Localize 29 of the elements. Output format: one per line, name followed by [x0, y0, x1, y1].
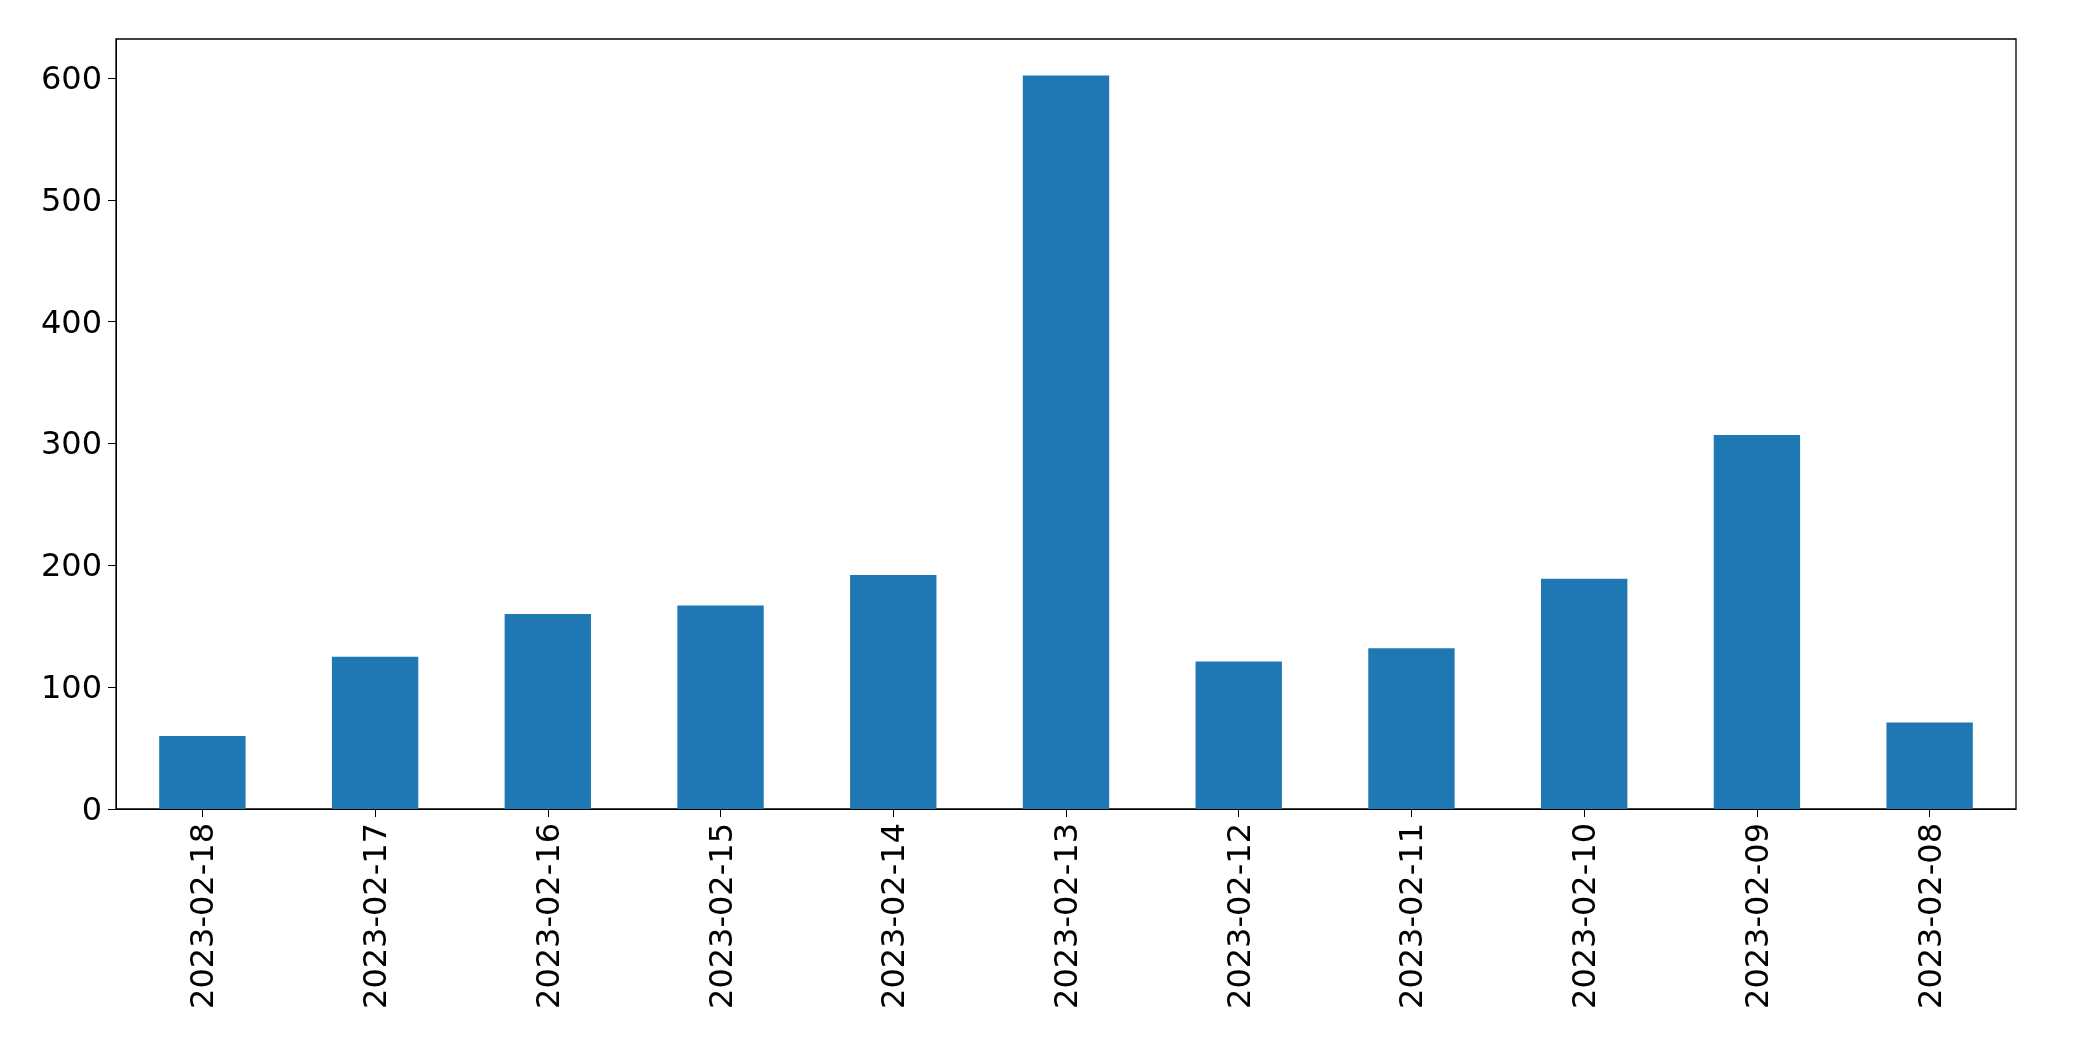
- y-tick-label: 200: [40, 546, 102, 585]
- x-tick-label: 2023-02-08: [1910, 823, 1949, 1009]
- x-tick-label: 2023-02-18: [183, 823, 222, 1009]
- bar: [1541, 578, 1628, 809]
- bar: [1713, 434, 1801, 809]
- x-tick-label: 2023-02-10: [1565, 823, 1604, 1009]
- x-tick-label: 2023-02-17: [356, 823, 395, 1009]
- bar: [1195, 661, 1282, 809]
- x-tick-label: 2023-02-16: [528, 823, 567, 1009]
- bar: [331, 656, 419, 809]
- y-tick-label: 300: [40, 424, 102, 463]
- bar: [1886, 722, 1973, 809]
- y-tick-label: 600: [40, 58, 102, 97]
- x-tick-label: 2023-02-15: [701, 823, 740, 1009]
- bar: [677, 605, 764, 809]
- y-tick-label: 400: [40, 302, 102, 341]
- y-tick-label: 0: [81, 790, 102, 828]
- bar: [504, 614, 591, 809]
- x-tick-label: 2023-02-09: [1737, 823, 1776, 1009]
- x-tick-label: 2023-02-12: [1219, 823, 1258, 1009]
- x-tick-label: 2023-02-11: [1392, 823, 1431, 1009]
- bar: [850, 575, 937, 809]
- bar: [1022, 75, 1110, 809]
- bar: [1368, 648, 1455, 809]
- y-tick-label: 100: [40, 668, 102, 707]
- x-tick-label: 2023-02-14: [874, 823, 913, 1009]
- x-tick-label: 2023-02-13: [1047, 823, 1085, 1009]
- bar: [159, 735, 246, 809]
- y-tick-label: 500: [40, 180, 102, 219]
